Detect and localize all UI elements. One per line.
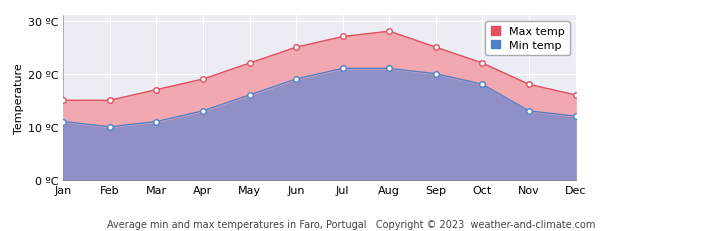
- Text: Average min and max temperatures in Faro, Portugal   Copyright © 2023  weather-a: Average min and max temperatures in Faro…: [107, 219, 595, 229]
- Legend: Max temp, Min temp: Max temp, Min temp: [486, 22, 570, 56]
- Y-axis label: Temperature: Temperature: [13, 63, 24, 133]
